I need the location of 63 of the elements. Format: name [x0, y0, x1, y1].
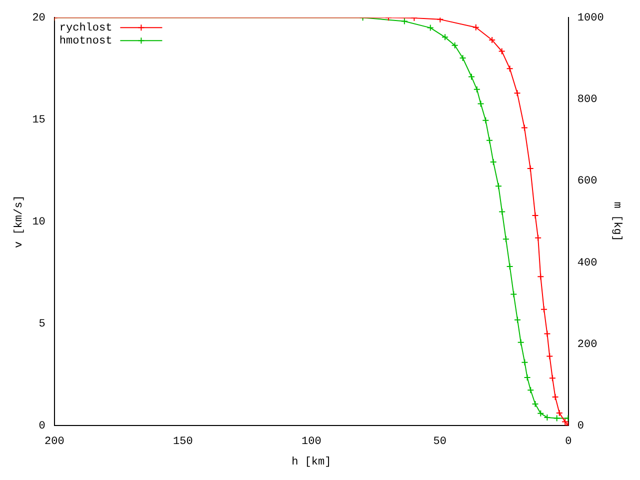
- point: [472, 24, 480, 31]
- point: [526, 165, 534, 172]
- y-axis-title: v [km/s]: [14, 195, 26, 248]
- point: [544, 414, 551, 421]
- point: [527, 386, 534, 394]
- point: [442, 34, 449, 41]
- point: [552, 394, 559, 401]
- point: [436, 18, 444, 23]
- point: [510, 290, 518, 298]
- x-tick-label: 200: [44, 436, 64, 448]
- point: [517, 338, 524, 346]
- x-tick-label: 0: [565, 436, 572, 448]
- y-tick-label: 0: [38, 420, 46, 433]
- legend-label: rychlost: [59, 22, 112, 35]
- point: [553, 414, 560, 422]
- point: [490, 158, 497, 166]
- point: [468, 73, 476, 80]
- y2-tick-label: 0: [577, 420, 584, 433]
- point: [514, 316, 522, 324]
- point: [520, 124, 528, 132]
- point: [400, 18, 408, 25]
- point: [514, 90, 521, 97]
- point: [506, 262, 514, 270]
- point: [524, 374, 531, 381]
- y2-tick-label: 400: [577, 257, 598, 270]
- point: [540, 306, 548, 313]
- y2-tick-label: 600: [577, 176, 598, 188]
- point: [532, 212, 539, 219]
- x-axis-title: h [km]: [292, 456, 332, 468]
- point: [548, 374, 556, 382]
- point: [532, 400, 539, 408]
- point: [537, 273, 544, 280]
- point: [498, 48, 506, 55]
- point: [498, 208, 506, 216]
- x-tick-label: 150: [172, 436, 193, 448]
- point: [556, 409, 563, 416]
- point: [473, 86, 480, 93]
- point: [544, 330, 551, 338]
- point: [502, 236, 510, 243]
- point: [459, 54, 466, 62]
- point: [506, 65, 514, 72]
- y-tick-label: 5: [38, 318, 46, 331]
- point: [521, 358, 528, 366]
- y-tick-label: 15: [32, 114, 46, 127]
- point: [486, 136, 493, 144]
- y-tick-label: 20: [32, 12, 46, 25]
- y2-tick-label: 200: [577, 338, 598, 351]
- y-tick-label: 10: [32, 216, 46, 229]
- point: [477, 100, 484, 108]
- point: [451, 42, 458, 49]
- point: [537, 410, 544, 417]
- point: [494, 182, 502, 190]
- point: [534, 234, 542, 242]
- point: [426, 24, 434, 32]
- point: [488, 36, 496, 44]
- y2-tick-label: 1000: [577, 12, 604, 25]
- legend-label: hmotnost: [59, 36, 112, 48]
- y2-tick-label: 800: [577, 94, 598, 106]
- point: [482, 116, 490, 124]
- point: [546, 352, 554, 360]
- x-tick-label: 50: [433, 436, 446, 448]
- x-tick-label: 100: [301, 436, 322, 448]
- y2-axis-title: m [kg]: [610, 202, 622, 242]
